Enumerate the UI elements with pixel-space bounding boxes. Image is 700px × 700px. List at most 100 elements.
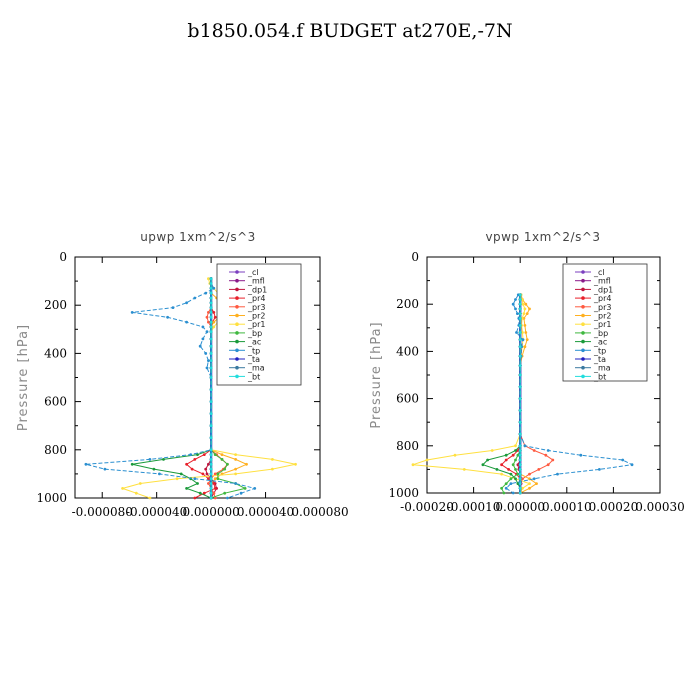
x-tick-label: 0.00000 bbox=[495, 500, 545, 514]
data-point-pr3 bbox=[212, 491, 216, 495]
panel-subtitle: vpwp 1xm^2/s^3 bbox=[485, 230, 600, 244]
legend-box bbox=[562, 263, 648, 382]
data-point-tp bbox=[239, 491, 243, 495]
legend-marker bbox=[235, 365, 239, 370]
data-point-tp bbox=[556, 472, 559, 476]
legend-marker bbox=[235, 313, 239, 318]
data-point-tp bbox=[516, 312, 519, 315]
data-point-pr1 bbox=[411, 463, 415, 467]
data-point-bt bbox=[209, 453, 213, 456]
data-point-bp bbox=[514, 458, 517, 462]
y-tick-label: 200 bbox=[396, 297, 419, 311]
data-point-bt bbox=[518, 409, 522, 412]
data-point-pr4 bbox=[212, 482, 216, 485]
data-point-bt bbox=[518, 472, 522, 476]
data-point-ac bbox=[196, 453, 199, 456]
legend-label: _ta bbox=[593, 355, 606, 364]
data-point-bt bbox=[209, 496, 213, 500]
data-point-tp bbox=[523, 444, 527, 448]
legend-marker bbox=[581, 296, 585, 300]
legend-label: _pr4 bbox=[593, 294, 611, 303]
y-axis-label: Pressure [hPa] bbox=[16, 324, 31, 431]
data-point-ac bbox=[198, 491, 202, 495]
legend-label: _pr3 bbox=[593, 303, 611, 312]
data-point-tp bbox=[201, 325, 205, 329]
data-point-pr1 bbox=[212, 325, 216, 329]
data-point-pr1 bbox=[234, 472, 238, 476]
data-point-bt bbox=[518, 397, 522, 400]
data-point-pr4 bbox=[190, 467, 194, 471]
data-point-pr1 bbox=[521, 486, 524, 490]
data-point-tp bbox=[103, 467, 107, 471]
y-tick-label: 600 bbox=[396, 392, 419, 406]
data-point-bt bbox=[518, 354, 522, 358]
y-tick-label: 0 bbox=[59, 250, 67, 264]
chart-panel-1: upwp 1xm^2/s^3 Pressure [hPa] 0 200 400 600 80… bbox=[16, 230, 349, 519]
data-point-pr4 bbox=[202, 453, 206, 456]
data-point-bt bbox=[209, 388, 213, 391]
data-point-ac bbox=[196, 482, 199, 485]
x-tick-label: 0.000080 bbox=[291, 505, 348, 519]
legend-marker bbox=[581, 339, 585, 344]
data-point-bt bbox=[518, 491, 522, 495]
data-point-pr1 bbox=[425, 458, 429, 462]
data-point-bt bbox=[518, 468, 522, 471]
data-point-ac bbox=[495, 468, 499, 471]
legend-marker bbox=[235, 270, 239, 274]
data-point-bt bbox=[518, 345, 522, 349]
data-point-bt bbox=[518, 373, 522, 377]
data-point-pr4 bbox=[193, 458, 197, 461]
data-point-pr1 bbox=[294, 462, 297, 466]
data-point-tp bbox=[212, 286, 216, 290]
series-line-pr1 bbox=[412, 294, 531, 494]
data-point-pr2 bbox=[525, 338, 529, 341]
data-point-bp bbox=[216, 477, 220, 481]
data-point-bp bbox=[243, 487, 247, 490]
x-tick-label: 0.00030 bbox=[635, 500, 685, 514]
y-tick-label: 0 bbox=[411, 250, 419, 264]
data-point-bp bbox=[514, 468, 517, 471]
data-point-bt bbox=[209, 482, 213, 485]
data-point-pr4 bbox=[213, 487, 217, 490]
data-point-tp bbox=[511, 302, 515, 306]
data-point-bt bbox=[518, 324, 522, 327]
x-tick-label: -0.00010 bbox=[447, 500, 501, 514]
y-tick-label: 600 bbox=[44, 395, 67, 409]
data-point-bt bbox=[209, 325, 213, 329]
data-point-bt bbox=[518, 444, 522, 448]
data-point-dp1 bbox=[207, 462, 210, 466]
data-point-pr3 bbox=[521, 477, 524, 481]
data-point-tp bbox=[598, 468, 601, 471]
data-point-pr1 bbox=[521, 302, 525, 306]
data-point-bt bbox=[209, 306, 213, 309]
data-point-tp bbox=[509, 482, 513, 485]
data-point-pr3 bbox=[551, 458, 555, 462]
data-point-bp bbox=[213, 453, 217, 456]
data-point-bt bbox=[209, 277, 213, 281]
data-point-tp bbox=[621, 458, 625, 462]
data-point-tp bbox=[185, 301, 189, 305]
data-point-tp bbox=[204, 352, 208, 355]
data-point-pr2 bbox=[212, 320, 216, 324]
data-point-bt bbox=[518, 364, 522, 367]
legend-label: _bp bbox=[247, 329, 262, 338]
data-point-bt bbox=[209, 487, 213, 490]
data-point-pr1 bbox=[523, 307, 527, 311]
data-point-bt bbox=[209, 282, 213, 285]
data-point-bt bbox=[518, 312, 522, 315]
data-point-tp bbox=[193, 296, 197, 300]
data-point-bt bbox=[518, 458, 522, 462]
legend-marker bbox=[235, 339, 239, 344]
data-point-pr1 bbox=[462, 468, 466, 471]
data-point-ac bbox=[504, 453, 508, 457]
data-point-tp bbox=[546, 449, 550, 452]
legend-label: _pr2 bbox=[247, 312, 265, 321]
series-line-ac bbox=[481, 294, 521, 493]
data-point-bp bbox=[223, 491, 227, 495]
data-point-bp bbox=[220, 458, 224, 461]
data-point-pr3 bbox=[207, 311, 210, 314]
data-point-bt bbox=[209, 286, 213, 290]
legend-marker bbox=[235, 278, 239, 283]
data-point-pr2 bbox=[245, 462, 248, 466]
data-point-dp1 bbox=[204, 467, 208, 471]
